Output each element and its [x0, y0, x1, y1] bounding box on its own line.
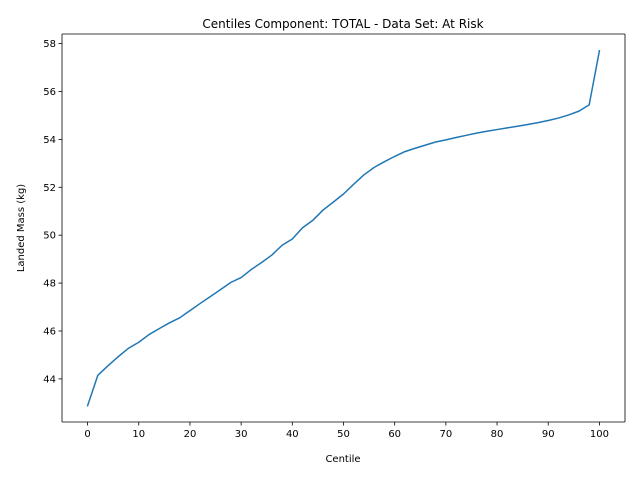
y-tick-label: 46 [43, 326, 56, 337]
x-tick-label: 50 [337, 429, 350, 440]
y-axis-ticks: 44 46 48 50 52 54 56 58 [43, 39, 62, 385]
x-tick-label: 60 [388, 429, 401, 440]
y-axis-label: Landed Mass (kg) [16, 184, 27, 272]
x-tick-label: 100 [590, 429, 609, 440]
plot-frame [61, 33, 626, 423]
x-axis-label: Centile [325, 454, 360, 465]
y-tick-label: 54 [43, 135, 56, 146]
x-tick-label: 20 [184, 429, 197, 440]
plot-area [62, 34, 625, 422]
x-tick-label: 0 [84, 429, 90, 440]
x-tick-label: 80 [491, 429, 504, 440]
series-line [86, 49, 601, 407]
x-tick-label: 40 [286, 429, 299, 440]
y-tick-label: 58 [43, 39, 56, 50]
x-tick-label: 10 [132, 429, 145, 440]
x-tick-label: 30 [235, 429, 248, 440]
y-tick-label: 50 [43, 231, 56, 242]
x-tick-label: 90 [542, 429, 555, 440]
y-tick-label: 48 [43, 279, 56, 290]
y-tick-label: 44 [43, 374, 56, 385]
x-tick-label: 70 [439, 429, 452, 440]
x-axis-ticks: 0 10 20 30 40 50 60 70 80 90 100 [84, 422, 609, 440]
y-tick-label: 56 [43, 87, 56, 98]
chart-title: Centiles Component: TOTAL - Data Set: At… [202, 17, 483, 31]
y-tick-label: 52 [43, 183, 56, 194]
